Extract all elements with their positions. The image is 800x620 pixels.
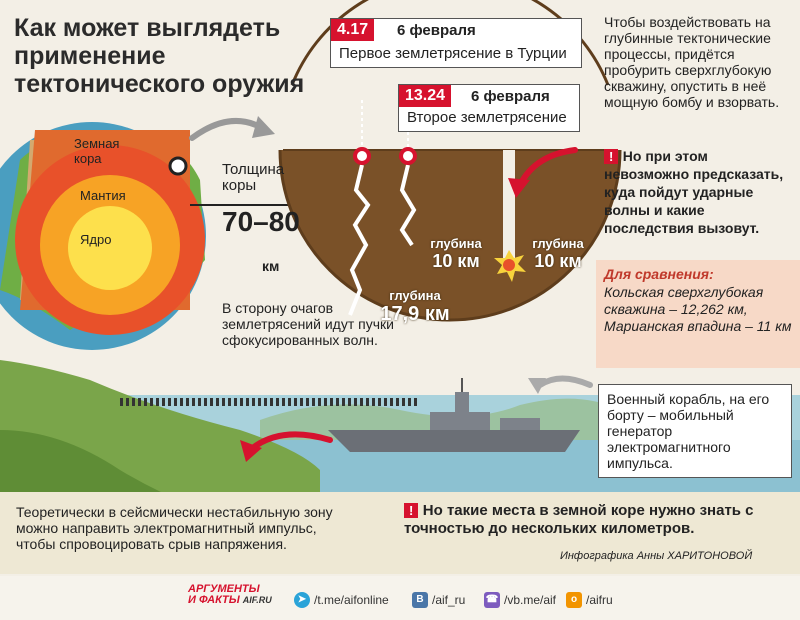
crack-2 [399,164,417,247]
aif-logo[interactable]: АРГУМЕНТЫ И ФАКТЫ AIF.RU [188,583,272,606]
bottom-left-text: Теоретически в сейсмически нестабильную … [16,504,333,552]
ship-text: Военный корабль, на его борту – мобильны… [598,384,792,478]
second-quake-date: 6 февраля [471,88,550,105]
core-label: Ядро [80,232,112,247]
mantle-label: Мантия [80,188,126,203]
warning-icon-2: ! [404,503,419,518]
crust-label: Земная кора [74,136,120,166]
bottom-warning: ! Но такие места в земной коре нужно зна… [404,502,754,537]
right-panel-warning: ! Но при этом невозможно предсказать, ку… [604,148,784,236]
telegram-icon: ➤ [294,592,310,608]
warship-icon [328,378,580,452]
waves-text: В сторону очагов землетрясений идут пучк… [222,300,394,348]
compare-text: Кольская сверхглубокая скважина – 12,262… [604,284,792,334]
depth-label-2: глубина 10 км [532,236,584,271]
first-quake-label: Первое землетрясение в Турции [339,45,567,62]
depth-label-3: глубина 17,9 км [380,288,450,325]
borehole [503,150,515,262]
epicenter-1-icon [353,147,371,165]
compare-title: Для сравнения: [604,266,714,282]
epicenter-2-icon [399,147,417,165]
ok-icon: о [566,592,582,608]
compare-box: Для сравнения: Кольская сверхглубокая ск… [596,260,800,368]
first-quake-date: 6 февраля [397,22,476,39]
social-ok[interactable]: о /aifru [566,592,613,608]
social-vk[interactable]: B /aif_ru [412,592,465,608]
right-panel-text: Чтобы воздействовать на глубинные тектон… [604,14,780,110]
first-quake-box: 4.17 6 февраля Первое землетрясение в Ту… [330,18,582,68]
pulse-arrow-icon [247,431,333,453]
explosion-icon [494,250,526,282]
soil-cross-section [278,0,622,322]
page-title: Как может выглядеть применение тектониче… [14,14,305,98]
second-quake-box: 13.24 6 февраля Второе землетрясение [398,84,580,132]
earth-globe [0,122,206,350]
thickness-value: 70–80 [222,206,300,237]
first-quake-time: 4.17 [331,19,375,41]
second-quake-time: 13.24 [399,85,452,107]
social-viber[interactable]: ☎ /vb.me/aif [484,592,557,608]
crust-marker-icon [168,156,188,176]
social-telegram[interactable]: ➤ /t.me/aifonline [294,592,389,608]
vk-icon: B [412,592,428,608]
thickness-unit: км [262,258,280,274]
depth-label-1: глубина 10 км [430,236,482,271]
credit: Инфографика Анны ХАРИТОНОВОЙ [560,550,753,562]
viber-icon: ☎ [484,592,500,608]
second-quake-label: Второе землетрясение [407,109,567,126]
crack-1 [348,164,371,316]
warning-icon: ! [604,149,619,164]
thickness-label: Толщина коры [222,161,285,194]
